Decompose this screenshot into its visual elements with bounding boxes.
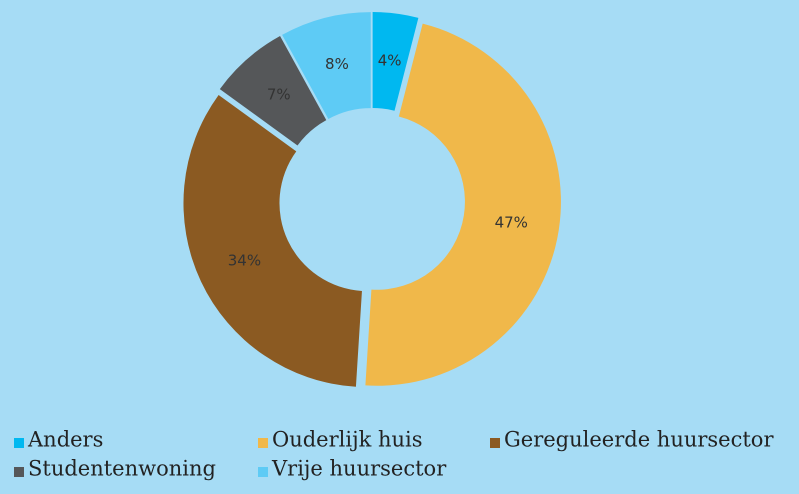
data-label: 4%: [378, 52, 402, 70]
legend-swatch: [14, 438, 24, 448]
legend-swatch: [258, 467, 268, 477]
data-label: 7%: [267, 86, 291, 104]
donut-slice: [219, 36, 327, 146]
donut-slice: [183, 94, 362, 387]
legend-label: Anders: [27, 428, 103, 452]
legend-label: Studentenwoning: [28, 457, 216, 481]
legend-label: Vrije huursector: [271, 457, 447, 481]
data-label: 47%: [495, 214, 528, 232]
donut-slice: [372, 12, 419, 111]
donut-slice: [365, 23, 561, 386]
donut-slice: [282, 12, 371, 120]
legend-swatch: [258, 438, 268, 448]
legend-swatch: [14, 467, 24, 477]
legend-label: Ouderlijk huis: [272, 428, 423, 452]
legend-swatch: [490, 438, 500, 448]
legend-label: Gereguleerde huursector: [504, 428, 774, 452]
data-label: 34%: [228, 252, 261, 270]
data-label: 8%: [325, 55, 349, 73]
